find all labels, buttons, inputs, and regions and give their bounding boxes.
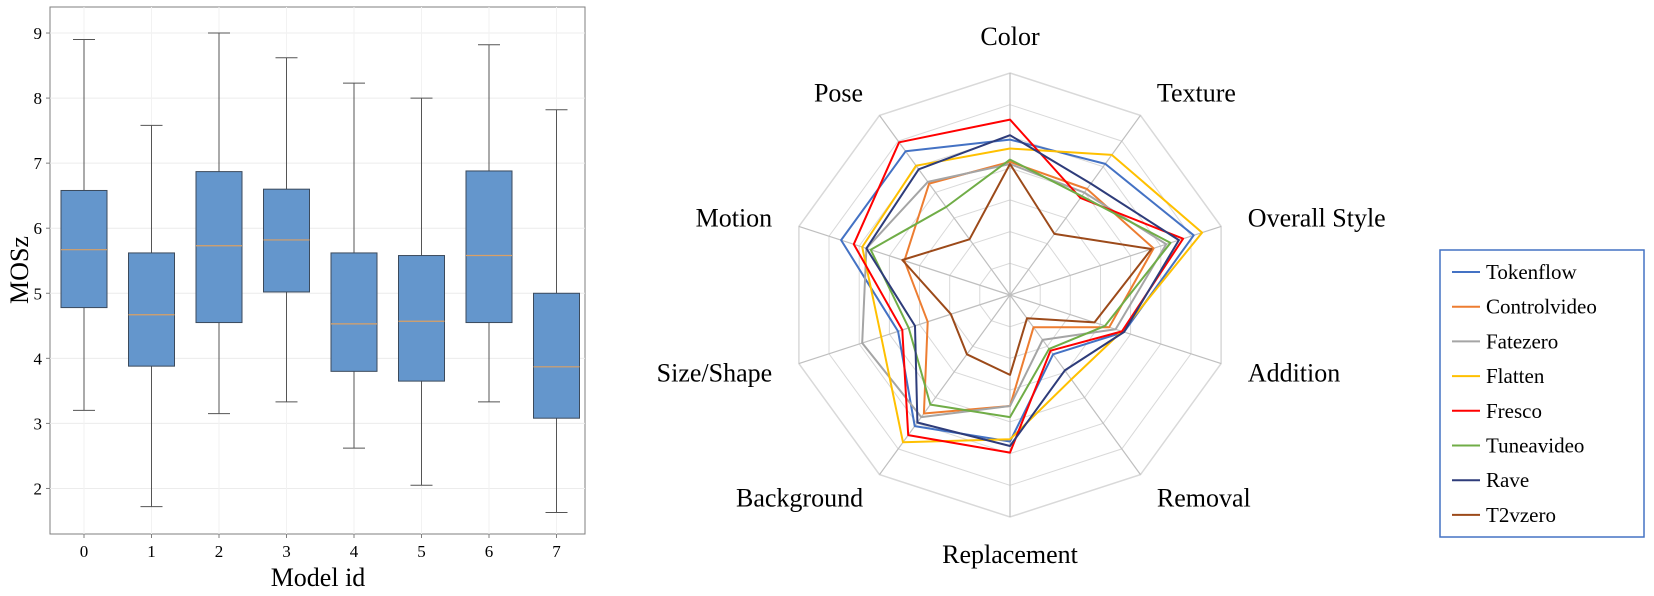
box-plot-x-ticks: 0 1 2 3 4 5 6 7 — [80, 534, 561, 561]
box-model-2 — [195, 32, 243, 415]
box-plot: 2 3 4 5 6 7 8 9 0 1 2 3 4 5 6 7 Model id MOSz — [5, 6, 586, 592]
legend-item: Rave — [1452, 468, 1529, 492]
box-model-4 — [330, 82, 378, 449]
radar-series-t2vzero — [901, 163, 1153, 376]
radar-spoke — [798, 294, 1011, 365]
box-iqr — [128, 252, 175, 367]
legend-items: Tokenflow Controlvideo Fatezero Flatten Fres… — [1452, 260, 1597, 527]
radar-axis-label: Addition — [1248, 358, 1340, 387]
box-model-3 — [263, 57, 310, 403]
x-tick-label: 1 — [147, 542, 156, 561]
legend-label: Tuneavideo — [1486, 434, 1584, 458]
box-model-1 — [128, 124, 175, 508]
x-tick-label: 5 — [417, 542, 426, 561]
radar-spoke — [1009, 225, 1222, 296]
radar-axis-label: Overall Style — [1248, 204, 1386, 233]
box-plot-marks — [60, 32, 580, 514]
x-tick-label: 3 — [282, 542, 291, 561]
box-model-6 — [465, 44, 513, 403]
box-iqr — [195, 171, 243, 324]
radar-series-tokenflow — [840, 138, 1195, 443]
box-plot-x-axis-label: Model id — [271, 563, 366, 592]
box-model-0 — [60, 39, 108, 411]
legend-label: T2vzero — [1486, 503, 1556, 527]
box-iqr — [398, 255, 445, 382]
radar-axis-label: Removal — [1157, 483, 1251, 512]
y-tick-label: 8 — [34, 89, 43, 108]
radar-spoke — [879, 115, 1011, 296]
radar-axis-label: Color — [980, 22, 1040, 51]
y-tick-label: 9 — [34, 24, 43, 43]
radar-axis-label: Size/Shape — [657, 358, 773, 387]
legend-item: Fatezero — [1452, 329, 1558, 353]
x-tick-label: 4 — [350, 542, 359, 561]
legend-item: Flatten — [1452, 364, 1545, 388]
radar-spoke — [879, 294, 1011, 475]
radar-chart: Color Texture Overall Style Addition Removal… — [657, 22, 1386, 569]
legend-item: Tokenflow — [1452, 260, 1578, 284]
box-iqr — [533, 292, 580, 419]
legend-label: Fatezero — [1486, 329, 1558, 353]
legend-label: Rave — [1486, 468, 1529, 492]
box-iqr — [330, 252, 378, 372]
y-tick-label: 5 — [34, 284, 43, 303]
radar-axis-label: Motion — [696, 204, 773, 233]
radar-spoke — [1009, 115, 1141, 296]
radar-axis-label: Background — [736, 483, 863, 512]
legend-label: Fresco — [1486, 399, 1542, 423]
legend-label: Controlvideo — [1486, 295, 1597, 319]
box-plot-y-axis-label: MOSz — [5, 236, 34, 304]
y-tick-label: 4 — [34, 349, 43, 368]
radar-series-tuneavideo — [869, 158, 1172, 419]
y-tick-label: 2 — [34, 479, 43, 498]
y-tick-label: 3 — [34, 414, 43, 433]
box-model-5 — [398, 97, 445, 486]
legend: Tokenflow Controlvideo Fatezero Flatten Fres… — [1439, 249, 1645, 538]
radar-series — [840, 118, 1204, 454]
radar-spoke — [1009, 294, 1141, 475]
radar-axis-label: Texture — [1157, 79, 1236, 108]
legend-item: Tuneavideo — [1452, 434, 1584, 458]
radar-axis-label: Replacement — [942, 540, 1078, 569]
y-tick-label: 7 — [34, 154, 43, 173]
x-tick-label: 0 — [80, 542, 89, 561]
legend-item: Fresco — [1452, 399, 1542, 423]
radar-series-flatten — [861, 147, 1204, 444]
x-tick-label: 6 — [485, 542, 494, 561]
legend-item: Controlvideo — [1452, 295, 1597, 319]
legend-item: T2vzero — [1452, 503, 1556, 527]
box-iqr — [465, 170, 513, 324]
x-tick-label: 7 — [552, 542, 561, 561]
legend-label: Flatten — [1486, 364, 1545, 388]
box-iqr — [263, 188, 310, 293]
radar-series-fresco — [852, 118, 1185, 454]
radar-axis-label: Pose — [814, 79, 863, 108]
radar-series-rave — [865, 134, 1180, 447]
y-tick-label: 6 — [34, 219, 43, 238]
x-tick-label: 2 — [215, 542, 224, 561]
legend-box — [1439, 249, 1645, 538]
box-iqr — [60, 189, 108, 309]
box-plot-y-ticks: 2 3 4 5 6 7 8 9 — [34, 24, 50, 498]
legend-label: Tokenflow — [1486, 260, 1578, 284]
radar-axis-labels: Color Texture Overall Style Addition Removal… — [657, 22, 1386, 569]
box-model-7 — [533, 109, 580, 514]
